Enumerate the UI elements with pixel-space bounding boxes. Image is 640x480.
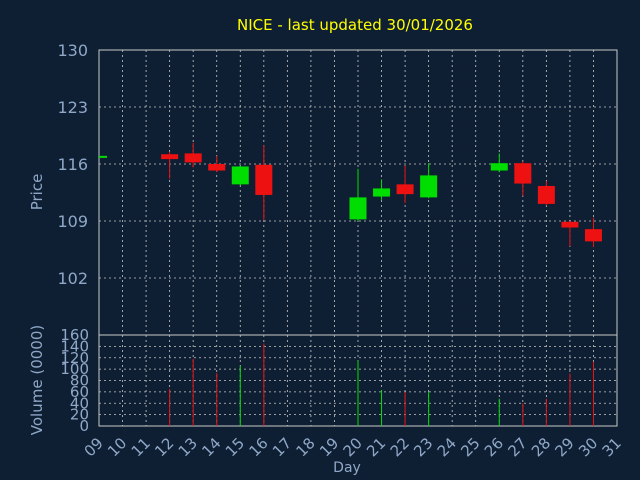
x-axis-label: Day [333, 460, 361, 476]
candle-body [99, 155, 107, 158]
price-tick-label: 130 [57, 41, 88, 60]
volume-tick-label: 100 [60, 360, 89, 378]
candle-body [231, 166, 249, 185]
candle-body [373, 188, 391, 197]
price-tick-label: 109 [57, 212, 88, 231]
candle-body [490, 163, 508, 171]
candle-body [396, 184, 414, 195]
candle-body [584, 229, 602, 242]
candle-body [161, 154, 179, 160]
candle-body [255, 164, 273, 195]
chart-title: NICE - last updated 30/01/2026 [237, 16, 473, 34]
volume-tick-label: 80 [70, 372, 89, 390]
volume-tick-label: 120 [60, 349, 89, 367]
price-tick-label: 123 [57, 98, 88, 117]
candle-body [561, 221, 579, 228]
price-axis-label: Price [28, 174, 46, 211]
volume-tick-label: 20 [70, 406, 89, 424]
candle-body [537, 185, 555, 204]
candle-body [184, 153, 202, 163]
volume-tick-label: 40 [70, 394, 89, 412]
volume-tick-label: 160 [60, 326, 89, 344]
price-tick-label: 102 [57, 269, 88, 288]
candle-body [208, 164, 226, 171]
candle-body [349, 197, 367, 220]
x-axis: 0910111213141516171819202122232425262728… [81, 434, 625, 460]
volume-tick-label: 140 [60, 337, 89, 355]
volume-tick-label: 0 [79, 417, 89, 435]
volume-axis-label: Volume (0000) [28, 325, 46, 435]
price-panel: 102 109 116 123 130 [57, 41, 618, 336]
price-tick-label: 116 [57, 155, 88, 174]
candle-body [514, 163, 532, 184]
candle-body [420, 175, 438, 198]
volume-tick-label: 60 [70, 383, 89, 401]
